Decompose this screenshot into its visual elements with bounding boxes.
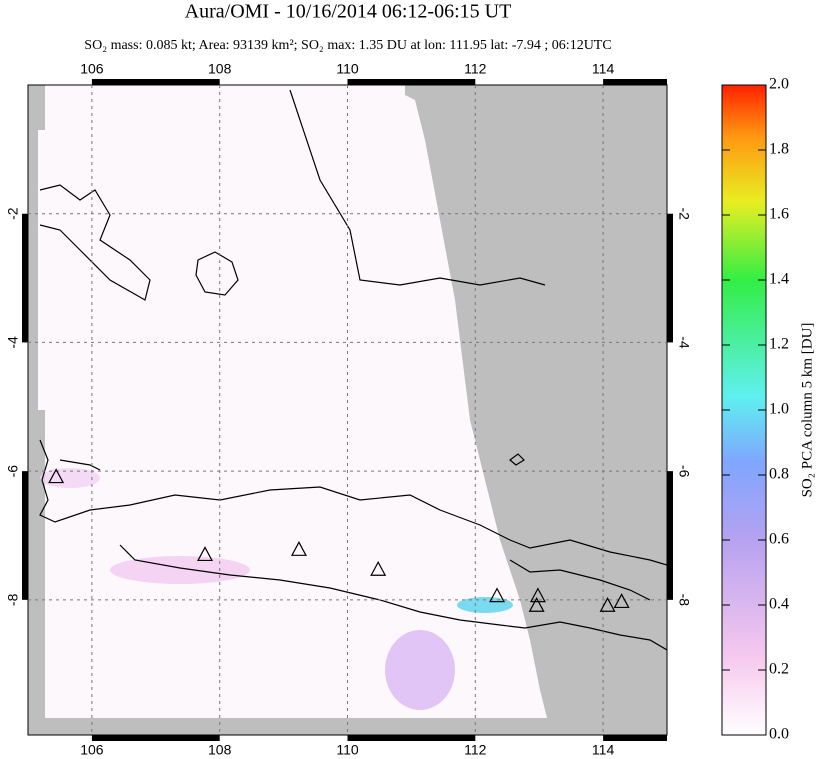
- colorbar-tick-label: 1.0: [769, 401, 789, 418]
- x-tick-label: 112: [464, 61, 487, 77]
- colorbar-tick-label: 0.6: [769, 531, 789, 548]
- coastline: [289, 89, 546, 286]
- x-tick-label: 106: [80, 742, 104, 758]
- no-data: [28, 718, 547, 735]
- so2-patch: [457, 597, 513, 613]
- x-tick-label: 108: [208, 742, 232, 758]
- colorbar-tick-label: 1.4: [769, 271, 789, 288]
- volcano: [613, 593, 630, 609]
- volcano: [48, 468, 65, 484]
- colorbar-label: SO₂ PCA column 5 km [DU]: [799, 323, 815, 498]
- frame-bar: [667, 213, 673, 343]
- coastline: [39, 439, 667, 566]
- colorbar-tick-label: 1.8: [769, 141, 789, 158]
- coastline: [509, 559, 651, 601]
- colorbar-tick-label: 0.8: [769, 466, 789, 483]
- y-tick-label: -2: [676, 207, 692, 220]
- y-tick-label: -2: [5, 207, 21, 220]
- y-tick-label: -4: [676, 336, 692, 349]
- volcano: [290, 541, 307, 556]
- no-data: [28, 85, 45, 735]
- y-tick-label: -4: [5, 336, 21, 349]
- chart-title: Aura/OMI - 10/16/2014 06:12-06:15 UT: [185, 1, 512, 23]
- volcano: [528, 597, 545, 612]
- x-tick-label: 114: [592, 742, 615, 758]
- frame-bar: [91, 79, 220, 85]
- frame-bar: [22, 471, 28, 600]
- colorbar-tick-label: 0.0: [769, 726, 789, 743]
- y-tick-label: -8: [5, 593, 21, 606]
- colorbar-tick-label: 1.6: [769, 206, 789, 223]
- x-tick-label: 110: [336, 61, 359, 77]
- coastline: [195, 251, 239, 296]
- colorbar-tick-label: 0.4: [769, 596, 789, 613]
- so2-patch: [385, 630, 455, 710]
- colorbar-tick-label: 0.2: [769, 661, 789, 678]
- x-tick-label: 110: [336, 742, 359, 758]
- coastline: [59, 459, 101, 471]
- x-tick-label: 108: [208, 61, 232, 77]
- no-data: [405, 85, 667, 735]
- y-tick-label: -6: [676, 465, 692, 478]
- frame-bar: [347, 79, 476, 85]
- frame-bar: [91, 735, 220, 741]
- volcano: [489, 587, 506, 603]
- volcano: [370, 560, 387, 576]
- chart-subtitle: SO₂ mass: 0.085 kt; Area: 93139 km²; SO₂…: [84, 38, 611, 53]
- volcano: [196, 546, 214, 562]
- so2-patch: [110, 556, 250, 584]
- y-tick-label: -6: [5, 465, 21, 478]
- y-tick-label: -8: [676, 594, 692, 607]
- x-tick-label: 106: [80, 61, 104, 77]
- volcano: [599, 597, 616, 612]
- coastline: [119, 544, 667, 651]
- x-tick-label: 112: [464, 742, 487, 758]
- coastline: [509, 453, 525, 466]
- frame-bar: [347, 735, 476, 741]
- colorbar-tick-label: 1.2: [769, 336, 789, 353]
- frame-bar: [603, 735, 667, 741]
- frame-bar: [22, 213, 28, 343]
- frame-bar: [667, 471, 673, 600]
- coastline: [39, 184, 151, 301]
- colorbar-tick-label: 2.0: [769, 76, 789, 93]
- x-tick-label: 114: [592, 61, 615, 77]
- frame-bar: [603, 79, 667, 85]
